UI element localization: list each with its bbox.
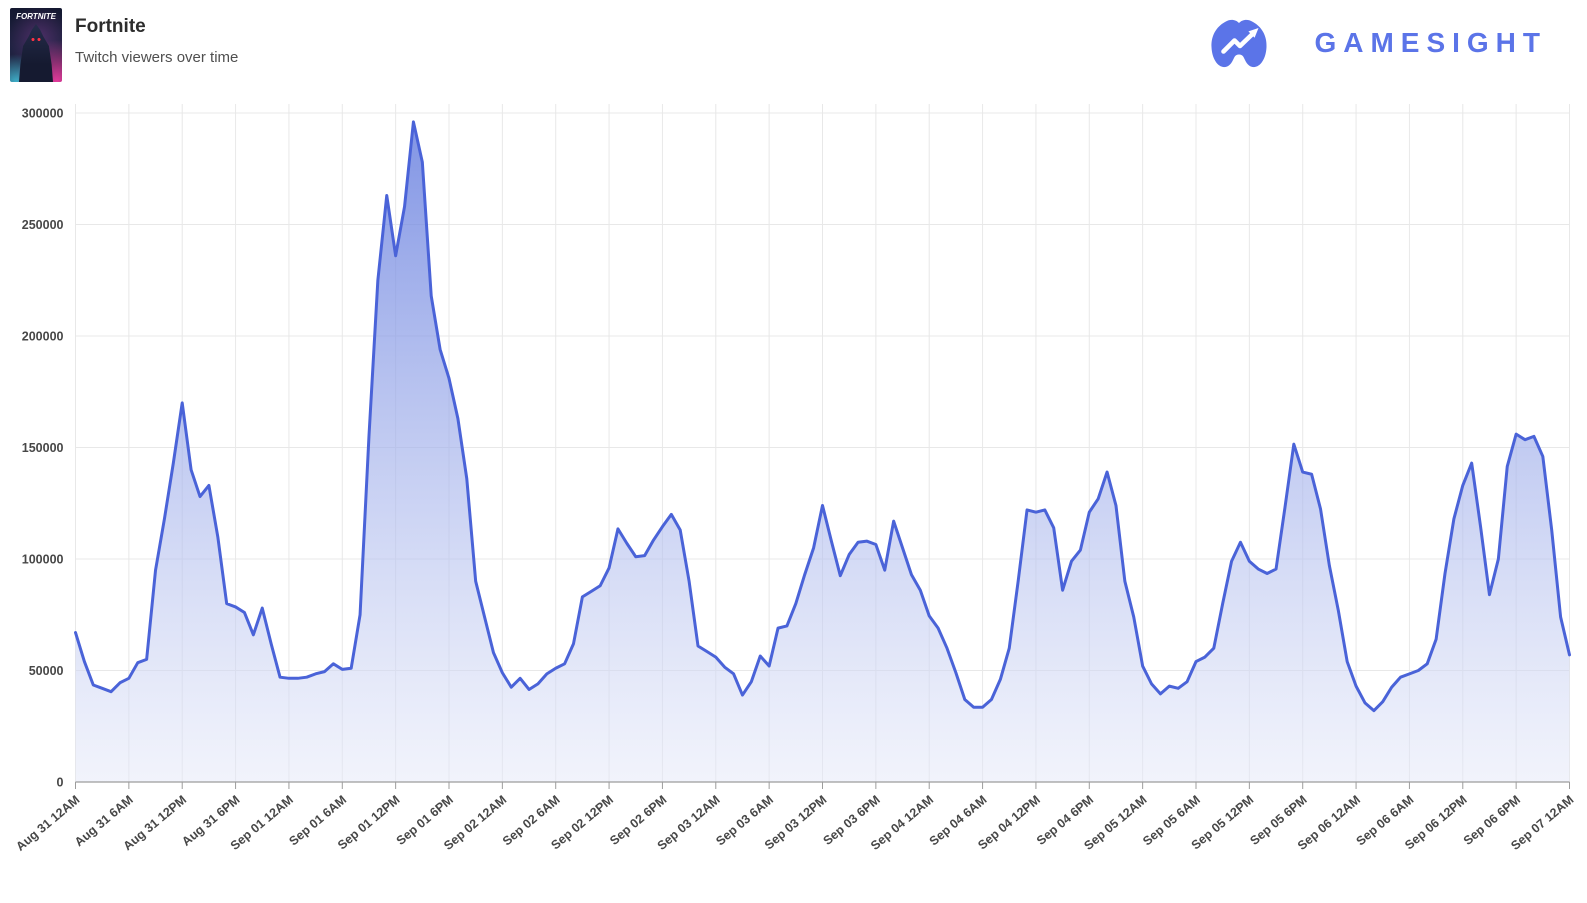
page-title: Fortnite xyxy=(75,16,146,37)
fortnite-box-art: FORTNITE xyxy=(10,8,62,82)
y-tick-label: 200000 xyxy=(22,330,64,344)
y-tick-label: 0 xyxy=(57,776,64,790)
header: FORTNITE Fortnite Twitch viewers over ti… xyxy=(0,0,1587,92)
viewers-area-fill xyxy=(75,121,1570,783)
y-tick-label: 150000 xyxy=(22,441,64,455)
knight-eyes xyxy=(30,38,42,41)
box-art-title: FORTNITE xyxy=(16,12,56,21)
gamesight-logo: GAMESIGHT xyxy=(1202,16,1547,70)
y-tick-label: 100000 xyxy=(22,553,64,567)
y-tick-label: 50000 xyxy=(29,664,64,678)
viewers-line xyxy=(74,120,1571,713)
y-tick-label: 300000 xyxy=(22,107,64,121)
title-block: Fortnite Twitch viewers over time xyxy=(75,16,238,66)
brand-wordmark: GAMESIGHT xyxy=(1314,27,1547,58)
y-tick-label: 250000 xyxy=(22,218,64,232)
knight-silhouette xyxy=(19,24,53,82)
x-tick-label: Aug 31 12AM xyxy=(13,793,82,854)
gamepad-icon xyxy=(1211,19,1267,68)
page-subtitle: Twitch viewers over time xyxy=(75,49,239,66)
